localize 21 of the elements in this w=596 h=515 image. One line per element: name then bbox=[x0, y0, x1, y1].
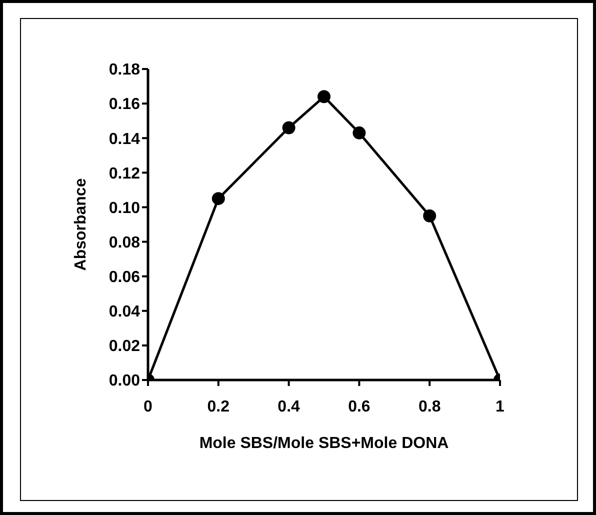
point bbox=[352, 126, 366, 140]
y-tick-label: 0.04 bbox=[108, 304, 140, 321]
x-tick-label: 0.6 bbox=[348, 398, 370, 416]
y-axis-title: Absorbance bbox=[72, 178, 90, 271]
y-tick-label: 0.06 bbox=[108, 269, 140, 286]
y-tick-label: 0.02 bbox=[108, 338, 140, 356]
y-tick-label: 0.18 bbox=[108, 62, 140, 79]
x-tick-label: 0.2 bbox=[207, 398, 230, 416]
y-tick-label: 0.16 bbox=[108, 96, 140, 114]
x-tick-label: 0.4 bbox=[278, 398, 300, 416]
x-axis-title: Mole SBS/Mole SBS+Mole DONA bbox=[199, 435, 450, 452]
point bbox=[282, 121, 296, 134]
y-tick-label: 0.10 bbox=[108, 200, 140, 217]
y-tick-label: 0.08 bbox=[108, 234, 140, 252]
x-tick-label: 1 bbox=[496, 398, 505, 416]
x-tick-label: 0 bbox=[144, 398, 153, 416]
y-tick-label: 0.12 bbox=[108, 165, 140, 182]
y-tick-label: 0.00 bbox=[108, 372, 140, 390]
x-tick-label: 0.8 bbox=[418, 398, 441, 416]
point bbox=[318, 90, 330, 104]
y-tick-label: 0.14 bbox=[108, 130, 140, 148]
